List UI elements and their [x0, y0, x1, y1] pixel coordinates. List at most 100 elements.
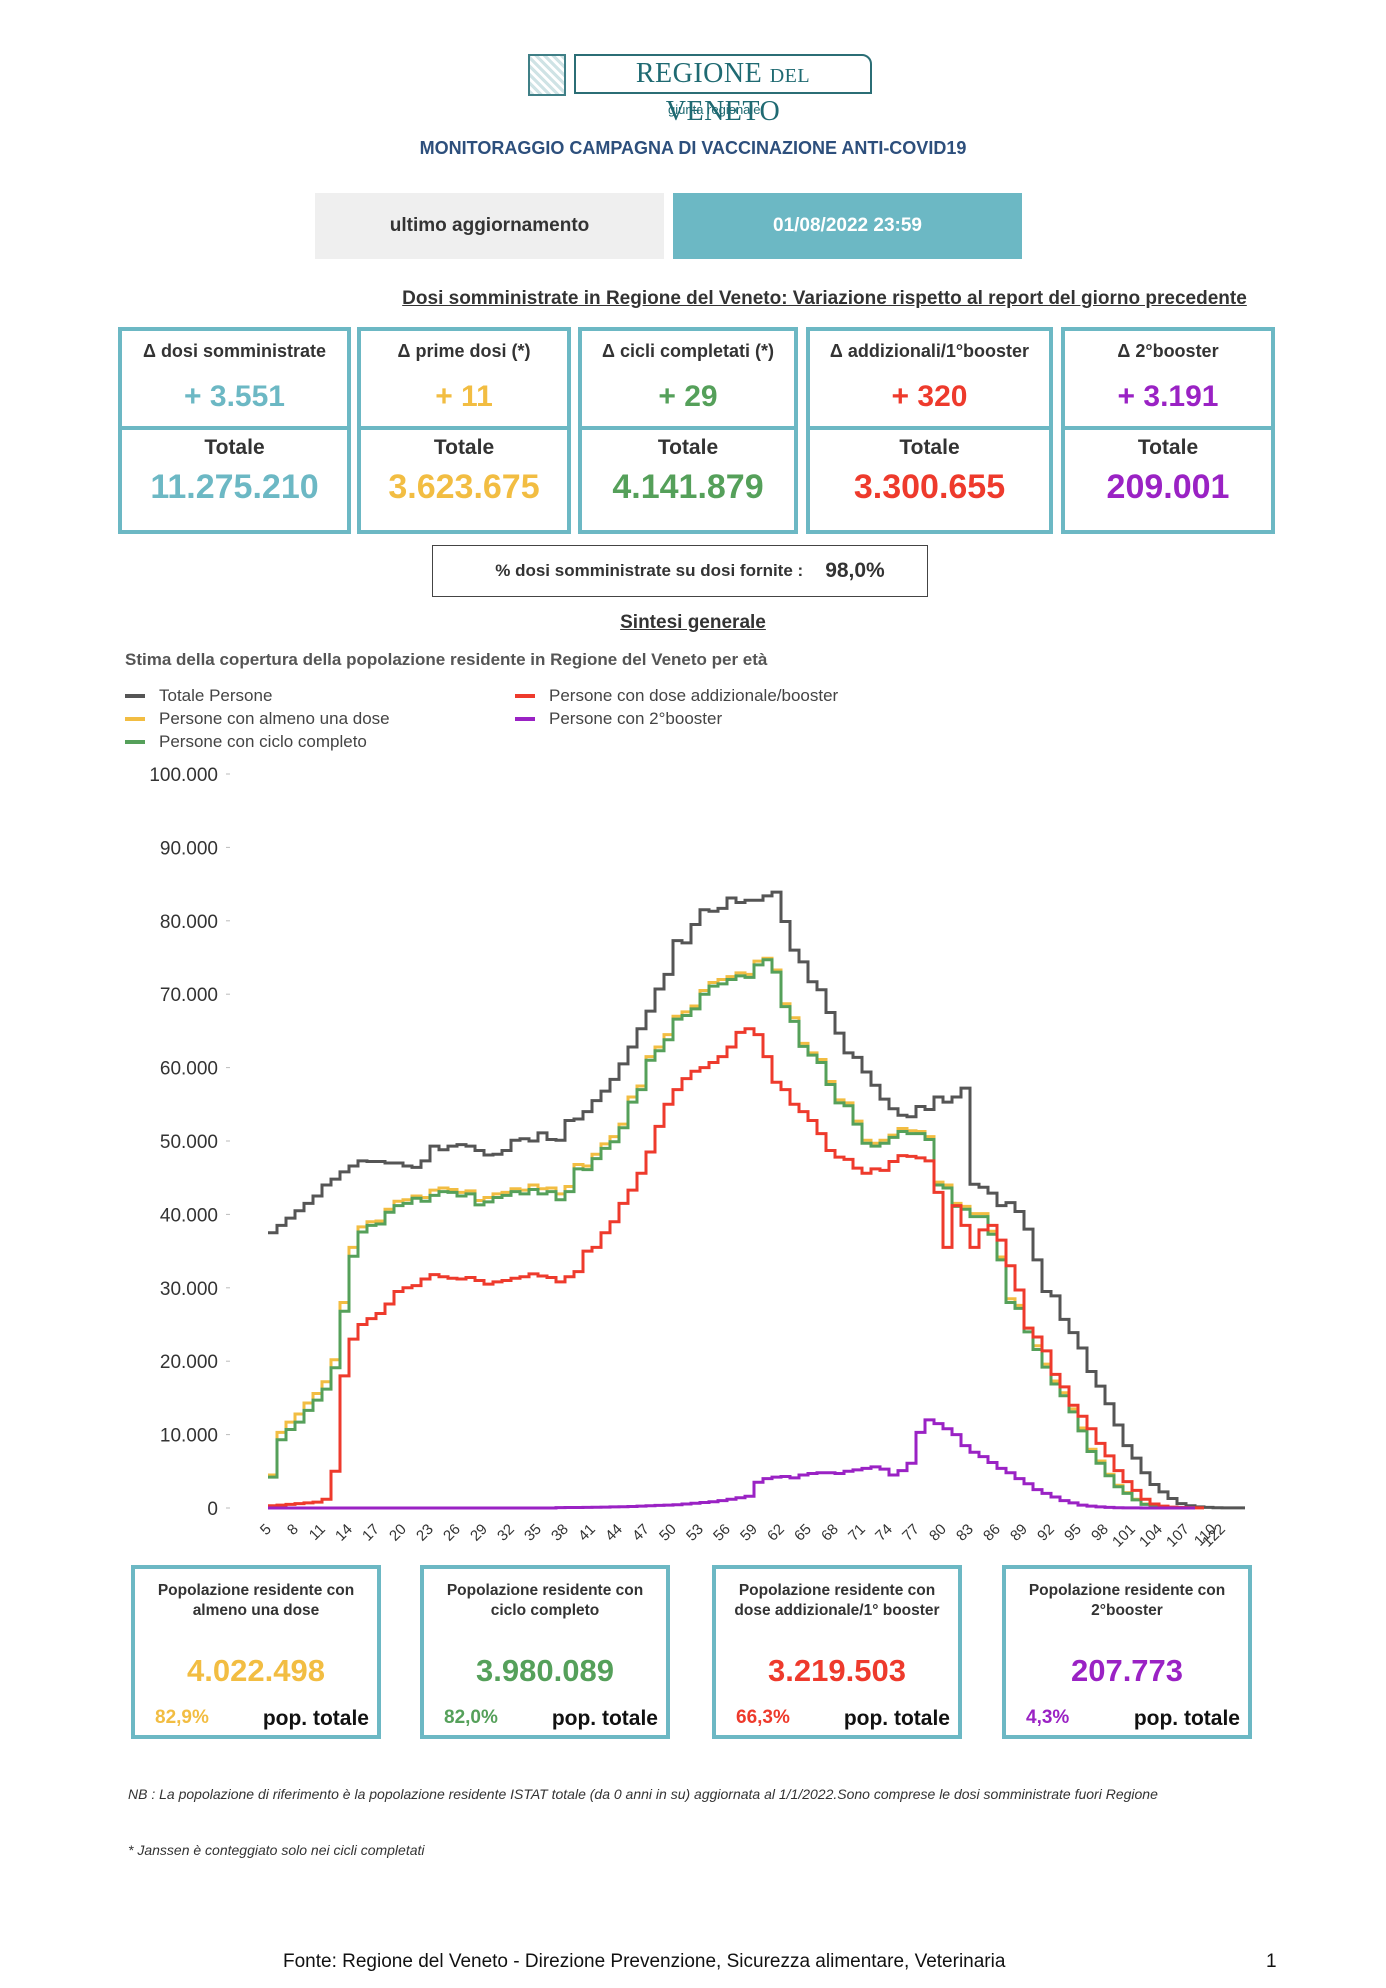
x-tick-label: 86 [980, 1521, 1004, 1545]
legend-item: Totale Persone [125, 686, 272, 706]
kpi-delta-box: Δ 2°booster + 3.191 [1061, 327, 1275, 430]
x-tick-label: 104 [1136, 1521, 1166, 1551]
x-tick-label: 59 [737, 1521, 761, 1545]
logo-word-regione: REGIONE [635, 58, 763, 89]
note-janssen: * Janssen è conteggiato solo nei cicli c… [128, 1842, 425, 1858]
logo-wordmark: REGIONE DEL VENETO [574, 54, 872, 127]
summary-heading: Sintesi generale [0, 612, 1386, 634]
legend-swatch [515, 694, 535, 698]
chart-title: Stima della copertura della popolazione … [125, 650, 768, 669]
population-total-label: pop. totale [262, 1707, 369, 1730]
population-box: Popolazione residente con 2°booster 207.… [1002, 1565, 1252, 1739]
kpi-delta-value: + 11 [435, 380, 493, 413]
x-tick-label: 98 [1088, 1521, 1112, 1545]
x-tick-label: 8 [284, 1521, 302, 1539]
series-line-ciclo-completo [268, 958, 1195, 1510]
kpi-total-box: Totale 11.275.210 [118, 426, 351, 534]
x-tick-label: 89 [1007, 1521, 1031, 1545]
logo-word-veneto: VENETO [665, 96, 781, 127]
legend-label: Persone con almeno una dose [159, 709, 390, 728]
y-tick-label: 20.000 [160, 1352, 218, 1373]
population-value: 207.773 [1070, 1653, 1184, 1688]
legend-label: Totale Persone [159, 686, 273, 705]
last-update-label: ultimo aggiornamento [315, 193, 664, 259]
lion-emblem-icon [528, 54, 566, 96]
population-percent: 4,3% [1026, 1707, 1070, 1728]
kpi-label: Δ addizionali/1°booster [829, 341, 1030, 361]
legend-item: Persone con 2°booster [515, 709, 722, 729]
y-tick-label: 70.000 [160, 985, 218, 1006]
x-tick-label: 101 [1109, 1521, 1139, 1551]
page-number: 1 [1266, 1951, 1277, 1972]
note-nb: NB : La popolazione di riferimento è la … [128, 1786, 1158, 1802]
x-tick-label: 29 [467, 1521, 491, 1545]
x-tick-label: 53 [683, 1521, 707, 1545]
population-percent: 82,9% [155, 1707, 209, 1728]
x-tick-label: 65 [791, 1521, 815, 1545]
population-total-label: pop. totale [1133, 1707, 1240, 1730]
population-value: 3.980.089 [476, 1653, 614, 1688]
y-tick-label: 30.000 [160, 1279, 218, 1300]
legend-item: Persone con almeno una dose [125, 709, 390, 729]
x-tick-label: 92 [1034, 1521, 1058, 1545]
x-tick-label: 62 [764, 1521, 788, 1545]
population-value: 4.022.498 [187, 1653, 325, 1688]
x-tick-label: 14 [332, 1521, 356, 1545]
kpi-total-label: Totale [204, 436, 265, 459]
kpi-total-label: Totale [657, 436, 719, 459]
legend-swatch [515, 717, 535, 721]
x-tick-label: 26 [440, 1521, 464, 1545]
x-tick-label: 38 [548, 1521, 572, 1545]
kpi-total-box: Totale 3.300.655 [806, 426, 1053, 534]
variation-heading: Dosi somministrate in Regione del Veneto… [0, 288, 1386, 310]
kpi-total-value: 209.001 [1106, 468, 1230, 506]
legend-label: Persone con dose addizionale/booster [549, 686, 839, 705]
doses-ratio-label: % dosi somministrate su dosi fornite : [495, 561, 804, 580]
kpi-total-box: Totale 3.623.675 [357, 426, 571, 534]
x-tick-label: 23 [413, 1521, 437, 1545]
population-percent: 66,3% [736, 1707, 790, 1728]
legend-label: Persone con 2°booster [549, 709, 723, 728]
y-tick-label: 80.000 [160, 912, 218, 933]
x-tick-label: 41 [575, 1521, 599, 1545]
legend-label: Persone con ciclo completo [159, 732, 367, 751]
last-update-value: 01/08/2022 23:59 [673, 193, 1022, 259]
series-line-almeno-una-dose [268, 956, 1195, 1510]
kpi-delta-value: + 29 [658, 380, 718, 413]
variation-heading-text: Dosi somministrate in Regione del Veneto… [402, 288, 1247, 309]
x-tick-label: 47 [629, 1521, 653, 1545]
kpi-total-box: Totale 4.141.879 [578, 426, 798, 534]
legend-item: Persone con dose addizionale/booster [515, 686, 838, 706]
x-tick-label: 74 [872, 1521, 896, 1545]
population-percent: 82,0% [444, 1707, 498, 1728]
kpi-label: Δ prime dosi (*) [397, 341, 531, 361]
x-tick-label: 95 [1061, 1521, 1085, 1545]
page-title: MONITORAGGIO CAMPAGNA DI VACCINAZIONE AN… [419, 138, 967, 158]
kpi-total-value: 3.623.675 [388, 468, 540, 506]
kpi-label: Δ dosi somministrate [143, 341, 326, 361]
series-line-totale [268, 890, 1245, 1510]
kpi-label: Δ cicli completati (*) [602, 341, 774, 361]
population-label: Popolazione residente con 2°booster [1028, 1582, 1226, 1619]
population-box: Popolazione residente con ciclo completo… [420, 1565, 670, 1739]
kpi-total-value: 4.141.879 [612, 468, 764, 506]
population-box: Popolazione residente con dose addiziona… [712, 1565, 962, 1739]
x-tick-label: 44 [602, 1521, 626, 1545]
legend-item: Persone con ciclo completo [125, 732, 367, 752]
summary-heading-text: Sintesi generale [620, 612, 766, 633]
logo-word-del: DEL [769, 65, 811, 87]
kpi-total-label: Totale [1137, 436, 1199, 459]
y-tick-label: 60.000 [160, 1059, 218, 1080]
x-tick-label: 77 [899, 1521, 923, 1545]
y-tick-label: 90.000 [160, 838, 218, 859]
kpi-label: Δ 2°booster [1117, 341, 1219, 361]
logo-subtitle: giunta regionale [668, 102, 761, 117]
kpi-delta-box: Δ addizionali/1°booster + 320 [806, 327, 1053, 430]
x-tick-label: 56 [710, 1521, 734, 1545]
x-tick-label: 11 [306, 1521, 329, 1544]
y-tick-label: 0 [207, 1499, 218, 1520]
kpi-total-box: Totale 209.001 [1061, 426, 1275, 534]
kpi-delta-value: + 3.191 [1117, 380, 1219, 413]
kpi-delta-value: + 320 [891, 380, 968, 413]
x-tick-label: 35 [521, 1521, 545, 1545]
